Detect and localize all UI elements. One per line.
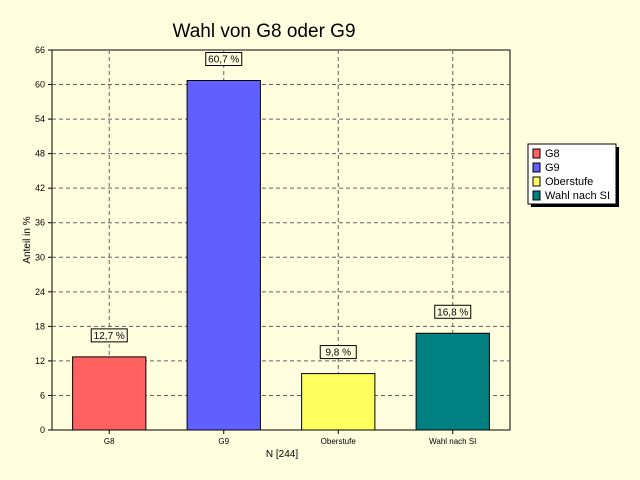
bar	[301, 373, 376, 431]
data-label-box	[205, 52, 243, 67]
y-tick-label: 48	[35, 149, 45, 159]
legend-label: Oberstufe	[545, 176, 593, 188]
legend-label: Wahl nach SI	[545, 190, 610, 202]
legend-label: G8	[545, 148, 560, 160]
legend-swatch	[532, 148, 541, 159]
y-tick-label: 66	[35, 45, 45, 55]
bar	[72, 356, 147, 431]
y-tick-label: 6	[40, 390, 45, 400]
data-label-box	[319, 345, 357, 360]
y-tick-label: 54	[35, 114, 45, 124]
y-tick-label: 30	[35, 252, 45, 262]
y-axis-ticks: 0 6 12 18 24 30 36 42 48 54 60 66	[35, 45, 52, 435]
y-axis-label: Anteil in %	[22, 216, 33, 263]
y-tick-label: 42	[35, 183, 45, 193]
y-tick-label: 60	[35, 80, 45, 90]
data-label-box	[434, 304, 472, 319]
data-label: 9,8 %	[325, 348, 351, 359]
x-tick-label: Wahl nach SI	[429, 437, 476, 446]
data-label-box	[90, 328, 128, 343]
data-label: 60,7 %	[208, 55, 239, 66]
bar	[186, 80, 261, 431]
data-label: 16,8 %	[437, 307, 468, 318]
x-axis-label: N [244]	[266, 449, 298, 460]
legend: G8 G9 Oberstufe Wahl nach SI	[527, 143, 619, 207]
y-tick-label: 12	[35, 356, 45, 366]
legend-box	[527, 143, 617, 205]
data-label: 12,7 %	[94, 331, 125, 342]
x-axis-categories: G8 G9 Oberstufe Wahl nach SI	[104, 430, 476, 446]
x-tick-label: Oberstufe	[321, 437, 357, 446]
legend-label: G9	[545, 162, 560, 174]
legend-swatch	[532, 162, 541, 173]
bars	[72, 80, 490, 431]
y-tick-label: 24	[35, 287, 45, 297]
x-tick-label: G9	[218, 437, 229, 446]
legend-swatch	[532, 190, 541, 201]
y-tick-label: 18	[35, 321, 45, 331]
legend-swatch	[532, 176, 541, 187]
data-labels: 12,7 % 60,7 % 9,8 % 16,8 %	[90, 52, 472, 360]
y-tick-label: 36	[35, 218, 45, 228]
chart-title: Wahl von G8 oder G9	[172, 21, 355, 42]
x-tick-label: G8	[104, 437, 115, 446]
y-tick-label: 0	[40, 425, 45, 435]
bar	[415, 332, 490, 431]
